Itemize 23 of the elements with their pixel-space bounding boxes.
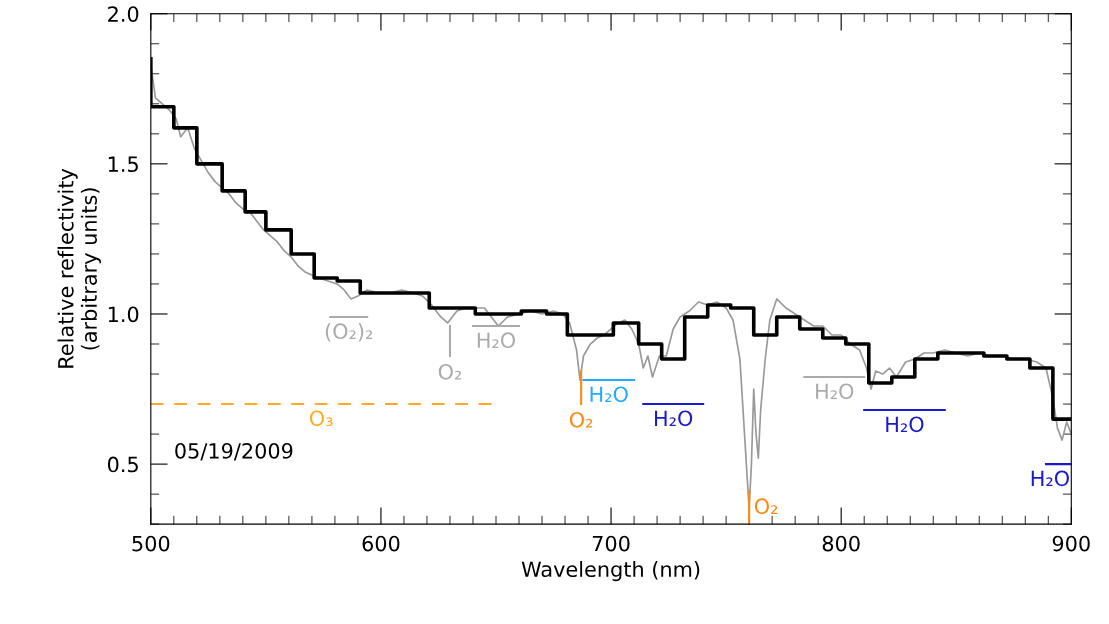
annotation: 05/19/2009 [175,442,293,461]
x-tick-label: 800 [822,535,860,552]
series-label: H₂O [886,416,924,433]
series-label: O₃ [309,410,333,427]
y-tick-label: 1.5 [108,156,138,173]
series-label: (O₂)₂ [325,323,373,342]
y-tick-label: 2.0 [108,6,139,22]
series-label: O₂ [569,411,593,428]
series-label: H₂O [477,332,516,349]
x-tick-label: 700 [592,535,630,552]
series-label: O₂ [438,363,462,380]
x-tick-label: 500 [132,535,170,552]
x-tick-label: 900 [1052,535,1090,552]
series-label: H₂O [1031,470,1069,487]
y-axis-title: Relative reflectivity (arbitrary units) [57,168,102,368]
series-label: H₂O [590,386,628,403]
y-tick-label: 1.0 [108,306,139,323]
x-axis-title: Wavelength (nm) [521,560,700,582]
series-label: H₂O [816,383,854,400]
series-label: H₂O [655,410,693,427]
x-tick-label: 600 [362,535,400,552]
series-label: O₂ [754,498,778,515]
y-tick-label: 0.5 [107,456,138,473]
